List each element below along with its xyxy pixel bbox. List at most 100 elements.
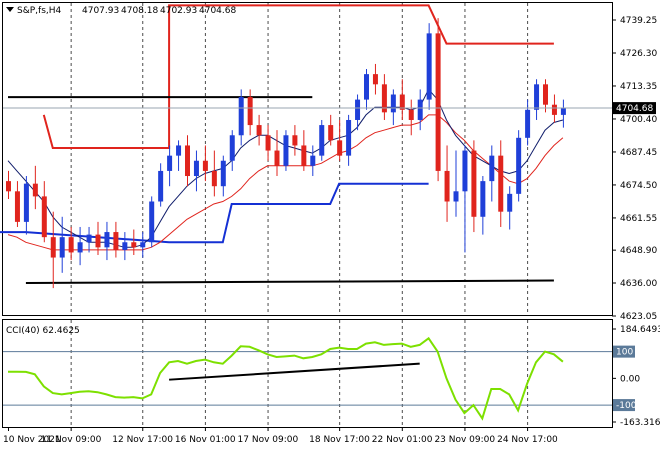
candle-bull[interactable]: [167, 145, 173, 187]
candle-bear[interactable]: [408, 99, 414, 136]
cci-title: CCI(40) 62.4625: [6, 326, 80, 336]
open-value: 4707.93: [82, 6, 119, 16]
candle-bear[interactable]: [202, 145, 208, 182]
candle-bear[interactable]: [95, 221, 101, 255]
candle-bull[interactable]: [390, 89, 396, 126]
candle-body: [328, 125, 334, 141]
candle-bull[interactable]: [516, 130, 522, 202]
candle-bull[interactable]: [346, 114, 352, 166]
candle-bull[interactable]: [364, 69, 369, 110]
candle-bear[interactable]: [265, 125, 271, 161]
candle-body: [534, 84, 540, 110]
candle-bear[interactable]: [185, 135, 190, 187]
candle-bull[interactable]: [480, 176, 486, 235]
candle-bull[interactable]: [229, 130, 235, 171]
candle-bear[interactable]: [471, 140, 477, 233]
candle-bull[interactable]: [417, 89, 423, 131]
candle-bull[interactable]: [140, 232, 146, 258]
candle-bear[interactable]: [14, 181, 20, 227]
cci-panel-frame: [2, 319, 613, 428]
high-value: 4708.18: [121, 6, 158, 16]
candle-bull[interactable]: [283, 130, 289, 171]
candle-bear[interactable]: [337, 119, 343, 161]
candle-bull[interactable]: [534, 79, 540, 120]
price-tick-label: 4700.40: [620, 115, 657, 125]
symbol-label: S&P,fs,H4: [17, 6, 62, 16]
candle-bear[interactable]: [444, 145, 450, 222]
candle-bull[interactable]: [176, 140, 182, 171]
candle-bull[interactable]: [525, 99, 531, 146]
candle-bull[interactable]: [355, 94, 361, 131]
candle-bear[interactable]: [498, 140, 504, 227]
candle-bull[interactable]: [23, 176, 29, 235]
candle-bear[interactable]: [292, 125, 298, 156]
cci-level-label: -100: [616, 401, 637, 411]
candle-bull[interactable]: [560, 99, 566, 128]
candle-bull[interactable]: [158, 163, 164, 207]
candle-bull[interactable]: [426, 23, 432, 110]
candle-bear[interactable]: [372, 63, 378, 95]
candle-bear[interactable]: [247, 89, 253, 136]
candle-body: [122, 242, 128, 250]
candle-bull[interactable]: [310, 145, 316, 177]
candle-body: [301, 145, 307, 166]
cci-level-box: [613, 345, 635, 358]
candle-bull[interactable]: [59, 216, 65, 273]
candle-body: [408, 109, 414, 120]
close-value: 4704.68: [199, 6, 236, 16]
candle-bear[interactable]: [256, 114, 262, 146]
cci-tick-label: 184.6493: [620, 325, 660, 335]
current-price-label: 4704.68: [616, 104, 653, 114]
main-panel-frame: [2, 2, 613, 316]
candle-body: [525, 109, 531, 138]
candle-bear[interactable]: [211, 150, 217, 197]
candle-bear[interactable]: [32, 165, 38, 210]
candle-bull[interactable]: [238, 89, 244, 146]
candle-body: [77, 242, 83, 253]
support-line: [25, 279, 554, 284]
candle-bear[interactable]: [435, 18, 441, 182]
candle-bull[interactable]: [489, 145, 495, 202]
candle-body: [247, 97, 253, 126]
candle-bull[interactable]: [86, 226, 92, 253]
candle-body: [516, 137, 522, 194]
candle-body: [364, 74, 369, 100]
candles-layer[interactable]: [6, 18, 566, 289]
candle-bear[interactable]: [50, 211, 56, 289]
candle-bear[interactable]: [41, 181, 47, 243]
candle-bull[interactable]: [104, 221, 110, 261]
candle-bear[interactable]: [274, 130, 280, 177]
candle-body: [32, 183, 38, 197]
candle-bear[interactable]: [399, 79, 405, 120]
candle-bear[interactable]: [68, 226, 74, 261]
candle-body: [176, 145, 182, 156]
time-tick-label: 12 Nov 17:00: [112, 435, 173, 445]
candle-bear[interactable]: [328, 114, 334, 146]
candle-bear[interactable]: [6, 170, 11, 199]
candle-bull[interactable]: [122, 232, 128, 261]
candle-bull[interactable]: [319, 119, 325, 161]
candle-body: [220, 160, 226, 187]
candle-body: [149, 201, 155, 243]
candle-bull[interactable]: [149, 196, 155, 248]
collapse-triangle-icon[interactable]: [6, 7, 14, 12]
candle-bear[interactable]: [131, 229, 137, 255]
candle-body: [238, 97, 244, 136]
candle-bull[interactable]: [220, 155, 226, 197]
candle-bull[interactable]: [77, 226, 83, 266]
candle-bull[interactable]: [507, 186, 513, 230]
price-axis: 4739.25 4726.30 4713.35 4700.40 4687.45 4674.…: [3, 16, 657, 322]
candle-bear[interactable]: [113, 221, 119, 258]
candle-bull[interactable]: [193, 150, 199, 192]
candle-body: [319, 125, 325, 156]
candle-bull[interactable]: [462, 145, 468, 253]
candle-bear[interactable]: [543, 79, 548, 113]
candle-bear[interactable]: [381, 74, 387, 120]
candle-body: [167, 155, 173, 171]
candle-body: [310, 155, 316, 166]
candle-bull[interactable]: [453, 150, 459, 217]
price-tick-label: 4648.90: [620, 246, 657, 256]
candle-body: [193, 160, 199, 177]
candle-bear[interactable]: [301, 130, 307, 171]
